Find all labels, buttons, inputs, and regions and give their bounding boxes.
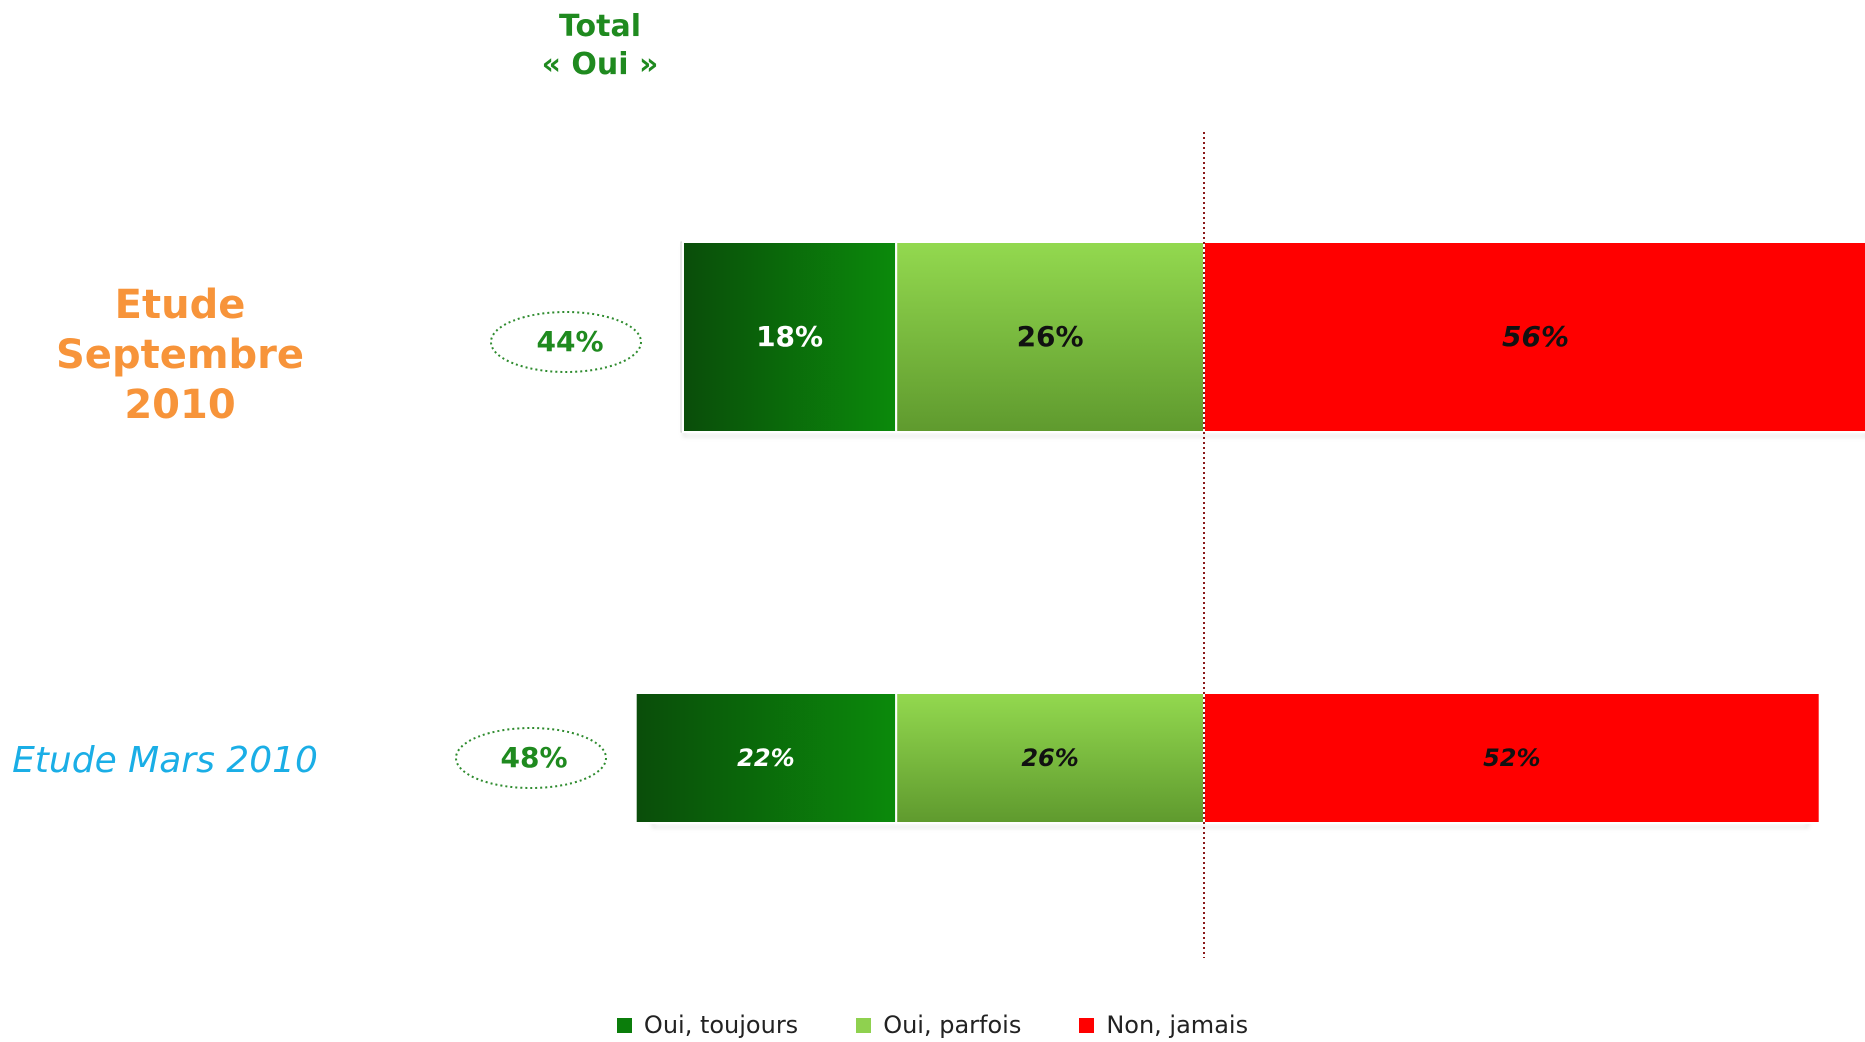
- legend-label-oui-parfois: Oui, parfois: [883, 1011, 1022, 1039]
- row-label-line1: Etude: [114, 282, 246, 328]
- label-non-jamais-mars: 52%: [1483, 744, 1540, 772]
- bar-non-jamais-septembre: [1203, 241, 1865, 433]
- legend-swatch-oui-toujours: [616, 1017, 632, 1033]
- legend-item-oui-toujours: Oui, toujours: [616, 1011, 799, 1039]
- total-header-line1: Total: [559, 9, 641, 44]
- label-oui-toujours-septembre: 18%: [756, 320, 823, 353]
- legend-swatch-non-jamais: [1079, 1017, 1095, 1033]
- legend-swatch-oui-parfois: [856, 1017, 872, 1033]
- total-circle-mars: [455, 727, 607, 789]
- label-oui-parfois-mars: 26%: [1021, 744, 1078, 772]
- legend-item-oui-parfois: Oui, parfois: [856, 1011, 1021, 1039]
- bar-oui-parfois-mars: [895, 692, 1205, 824]
- legend-item-non-jamais: Non, jamais: [1079, 1011, 1248, 1039]
- row-label-mars-2010: Etude Mars 2010: [12, 740, 318, 781]
- bar-oui-toujours-septembre: [682, 241, 898, 433]
- row-label-septembre-2010: Etude Septembre 2010: [0, 280, 360, 430]
- total-value-septembre: 44%: [536, 325, 603, 358]
- label-oui-parfois-septembre: 26%: [1017, 320, 1084, 353]
- row-label-line2: Septembre 2010: [56, 332, 304, 428]
- total-oui-header: Total « Oui »: [480, 8, 720, 84]
- total-circle-septembre: [490, 311, 642, 373]
- legend-label-oui-toujours: Oui, toujours: [643, 1011, 799, 1039]
- label-non-jamais-septembre: 56%: [1502, 320, 1569, 353]
- total-header-line2: « Oui »: [541, 47, 659, 82]
- legend: Oui, toujours Oui, parfois Non, jamais: [0, 1008, 1865, 1042]
- label-oui-toujours-mars: 22%: [737, 744, 794, 772]
- bar-oui-parfois-septembre: [895, 241, 1205, 433]
- total-value-mars: 48%: [500, 741, 567, 774]
- legend-label-non-jamais: Non, jamais: [1106, 1011, 1249, 1039]
